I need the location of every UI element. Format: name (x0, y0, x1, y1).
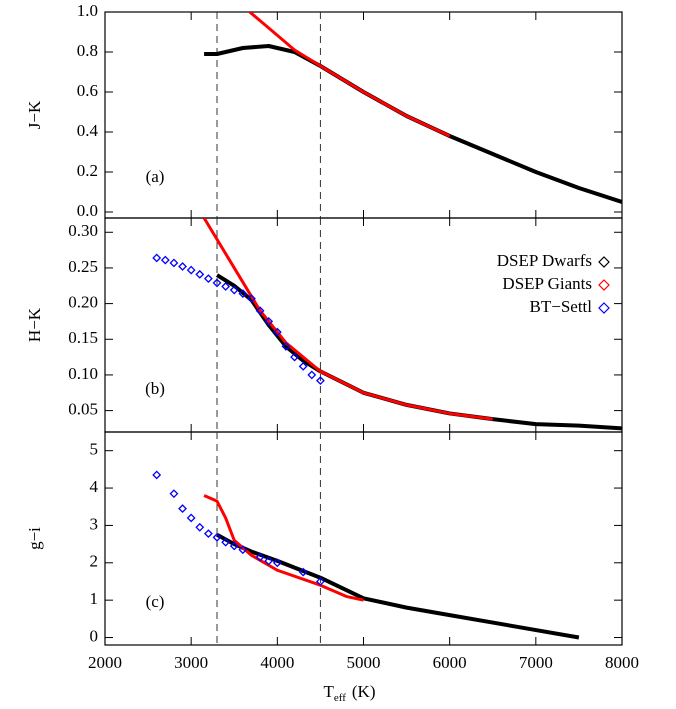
point (229, 541, 239, 551)
x-label-main: T (323, 682, 334, 701)
y-tick-label: 0 (90, 626, 99, 645)
point (203, 529, 213, 539)
point (255, 552, 265, 562)
y-tick-label: 2 (90, 552, 99, 571)
point (315, 577, 325, 586)
point (186, 513, 196, 523)
legend-label: DSEP Dwarfs (497, 251, 592, 270)
point (315, 376, 325, 386)
series-line (203, 494, 364, 602)
legend-label: DSEP Giants (502, 274, 592, 293)
point (152, 470, 162, 480)
y-tick-label: 1.0 (77, 1, 98, 20)
y-tick-label: 0.4 (77, 121, 99, 140)
y-tick-label: 0.0 (77, 201, 98, 220)
panel-label: (c) (146, 592, 165, 611)
plot-frame (104, 11, 623, 219)
y-tick-label: 0.8 (77, 41, 98, 60)
point (212, 532, 222, 542)
x-tick-label: 3000 (174, 653, 208, 672)
legend-symbol (598, 302, 610, 314)
y-axis-label: H−K (25, 307, 44, 342)
point (307, 370, 317, 380)
x-tick-label: 8000 (605, 653, 639, 672)
point (272, 558, 282, 568)
point (272, 327, 282, 337)
point (290, 352, 299, 362)
x-tick-label: 6000 (433, 653, 467, 672)
series-line (202, 218, 493, 421)
point (238, 545, 248, 555)
point (195, 522, 205, 532)
y-tick-label: 0.30 (68, 221, 98, 240)
point (264, 317, 274, 326)
x-axis-label: Teff (K) (323, 682, 375, 704)
point (255, 306, 265, 316)
y-tick-label: 0.6 (77, 81, 98, 100)
y-tick-label: 3 (90, 514, 99, 533)
point (221, 282, 231, 291)
y-tick-label: 0.05 (68, 400, 98, 419)
point (229, 285, 239, 295)
series-line (216, 533, 580, 640)
point (281, 341, 291, 351)
x-label-unit: (K) (352, 682, 376, 701)
y-tick-label: 0.20 (68, 293, 98, 312)
panel-label: (b) (145, 379, 165, 398)
point (221, 537, 231, 547)
y-axis-label: J−K (25, 100, 44, 129)
y-tick-label: 1 (90, 589, 99, 608)
legend-symbol (598, 256, 610, 268)
point (169, 258, 179, 268)
point (186, 265, 196, 275)
point (264, 556, 274, 566)
point (178, 262, 187, 271)
y-tick-label: 4 (90, 477, 99, 496)
y-tick-label: 0.15 (68, 328, 98, 347)
y-tick-label: 0.10 (68, 364, 98, 383)
x-tick-label: 7000 (519, 653, 553, 672)
series-line (248, 12, 451, 138)
point (152, 253, 162, 263)
point (169, 489, 179, 499)
y-tick-label: 0.25 (68, 257, 98, 276)
y-tick-label: 5 (90, 440, 99, 459)
plot-frame (104, 431, 623, 646)
x-tick-label: 4000 (260, 653, 294, 672)
point (238, 289, 248, 299)
x-tick-label: 5000 (347, 653, 381, 672)
point (247, 294, 256, 304)
point (212, 278, 222, 288)
y-axis-label: g−i (25, 527, 44, 550)
x-tick-label: 2000 (88, 653, 122, 672)
x-label-sub: eff (334, 692, 346, 704)
legend-symbol (598, 279, 610, 291)
legend-label: BT−Settl (530, 297, 593, 316)
y-tick-label: 0.2 (77, 161, 98, 180)
point (178, 504, 187, 514)
point (298, 361, 308, 371)
point (195, 269, 205, 279)
panel-label: (a) (146, 167, 165, 186)
point (203, 274, 213, 284)
series-line (204, 44, 622, 204)
point (160, 255, 170, 265)
point (298, 567, 308, 577)
